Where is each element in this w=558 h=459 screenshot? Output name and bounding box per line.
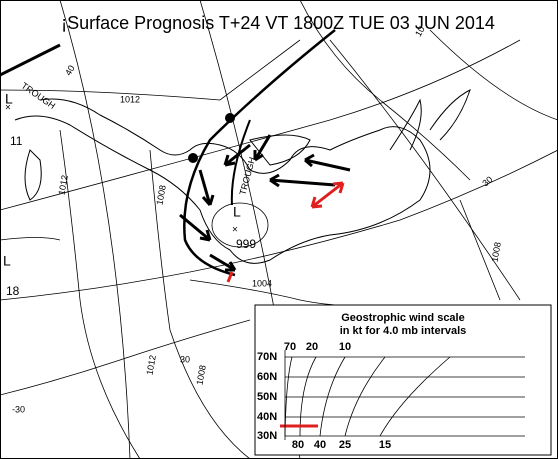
- wind-scale-title: Geostrophic wind scale: [341, 312, 464, 324]
- map-label: 1008: [154, 184, 167, 205]
- latitude-label: 50N: [257, 391, 277, 403]
- map-label: 1012: [56, 174, 69, 195]
- trough-line: [230, 119, 251, 206]
- map-label: -30: [12, 404, 25, 414]
- speed-label: 80: [292, 439, 304, 451]
- map-label: 1008: [194, 364, 207, 385]
- wind-arrow: [179, 134, 351, 272]
- pressure-marker: ×: [5, 103, 11, 114]
- speed-label: 25: [339, 439, 351, 451]
- pressure-marker: ×: [232, 225, 238, 236]
- map-title: ¡Surface Prognosis T+24 VT 1800Z TUE 03 …: [61, 13, 495, 33]
- speed-label: 40: [314, 439, 326, 451]
- map-label: 1012: [120, 94, 140, 104]
- latitude-label: 40N: [257, 411, 277, 423]
- speed-label: 10: [339, 341, 351, 353]
- front-symbol: [188, 153, 198, 163]
- map-label: 30: [480, 174, 494, 188]
- speed-label: 20: [306, 341, 318, 353]
- wind-scale-box: [254, 304, 552, 456]
- map-label: 1004: [252, 278, 272, 288]
- isobar: [0, 0, 501, 459]
- trough-line: [0, 43, 61, 77]
- map-label: 11: [10, 134, 23, 148]
- front-symbol: [225, 113, 235, 123]
- coastline: [14, 89, 471, 264]
- map-label: 10: [413, 25, 427, 39]
- map-label: L: [5, 91, 13, 107]
- map-label: 18: [6, 284, 20, 298]
- map-label: L: [233, 204, 241, 220]
- map-label: 1008: [489, 241, 502, 262]
- map-label: L: [3, 253, 11, 269]
- latitude-label: 30N: [257, 430, 277, 442]
- map-label: 1012: [144, 354, 157, 375]
- map-label: 999: [236, 237, 256, 251]
- wind-arrow-highlight: [226, 181, 345, 283]
- latitude-label: 70N: [257, 351, 277, 363]
- speed-label: 70: [284, 341, 296, 353]
- map-label: 30: [180, 354, 190, 364]
- speed-label: 15: [379, 439, 391, 451]
- wind-scale-subtitle: in kt for 4.0 mb intervals: [340, 325, 467, 337]
- front: [183, 29, 336, 277]
- latitude-label: 60N: [257, 371, 277, 383]
- map-label: 40: [63, 64, 77, 78]
